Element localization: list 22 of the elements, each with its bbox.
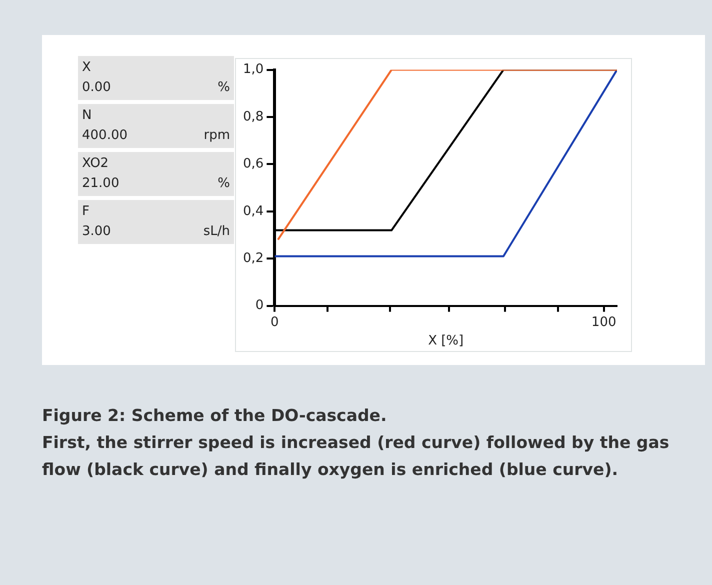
y-tick-label: 0,2 <box>242 250 264 266</box>
x-axis-title: X [%] <box>428 334 464 349</box>
text: sL/h <box>203 223 230 241</box>
text: F <box>82 203 90 221</box>
text: rpm <box>204 127 230 145</box>
text: 0.00 <box>82 79 111 97</box>
text: X <box>82 59 92 77</box>
text: % <box>218 79 230 97</box>
y-tick-label: 0,8 <box>242 109 264 124</box>
text: N <box>82 107 93 125</box>
y-tick-label: 1,0 <box>242 62 264 78</box>
y-tick-label: 0 <box>255 298 264 314</box>
text: 21.00 <box>82 175 120 193</box>
text: First, the stirrer speed is increased (red curve) followed by the gas flow (black curve) and finally oxygen is enriched (blue curve). <box>42 432 670 481</box>
text: % <box>218 175 230 193</box>
y-tick-label: 0,6 <box>242 156 264 172</box>
text: 3.00 <box>82 223 111 241</box>
caption: Figure 2: Scheme of the DO-cascade. <box>42 405 388 427</box>
text: XO2 <box>82 155 110 173</box>
text: 400.00 <box>82 127 128 145</box>
x-tick-label: 100 <box>591 314 616 330</box>
y-tick-label: 0,4 <box>242 204 264 219</box>
